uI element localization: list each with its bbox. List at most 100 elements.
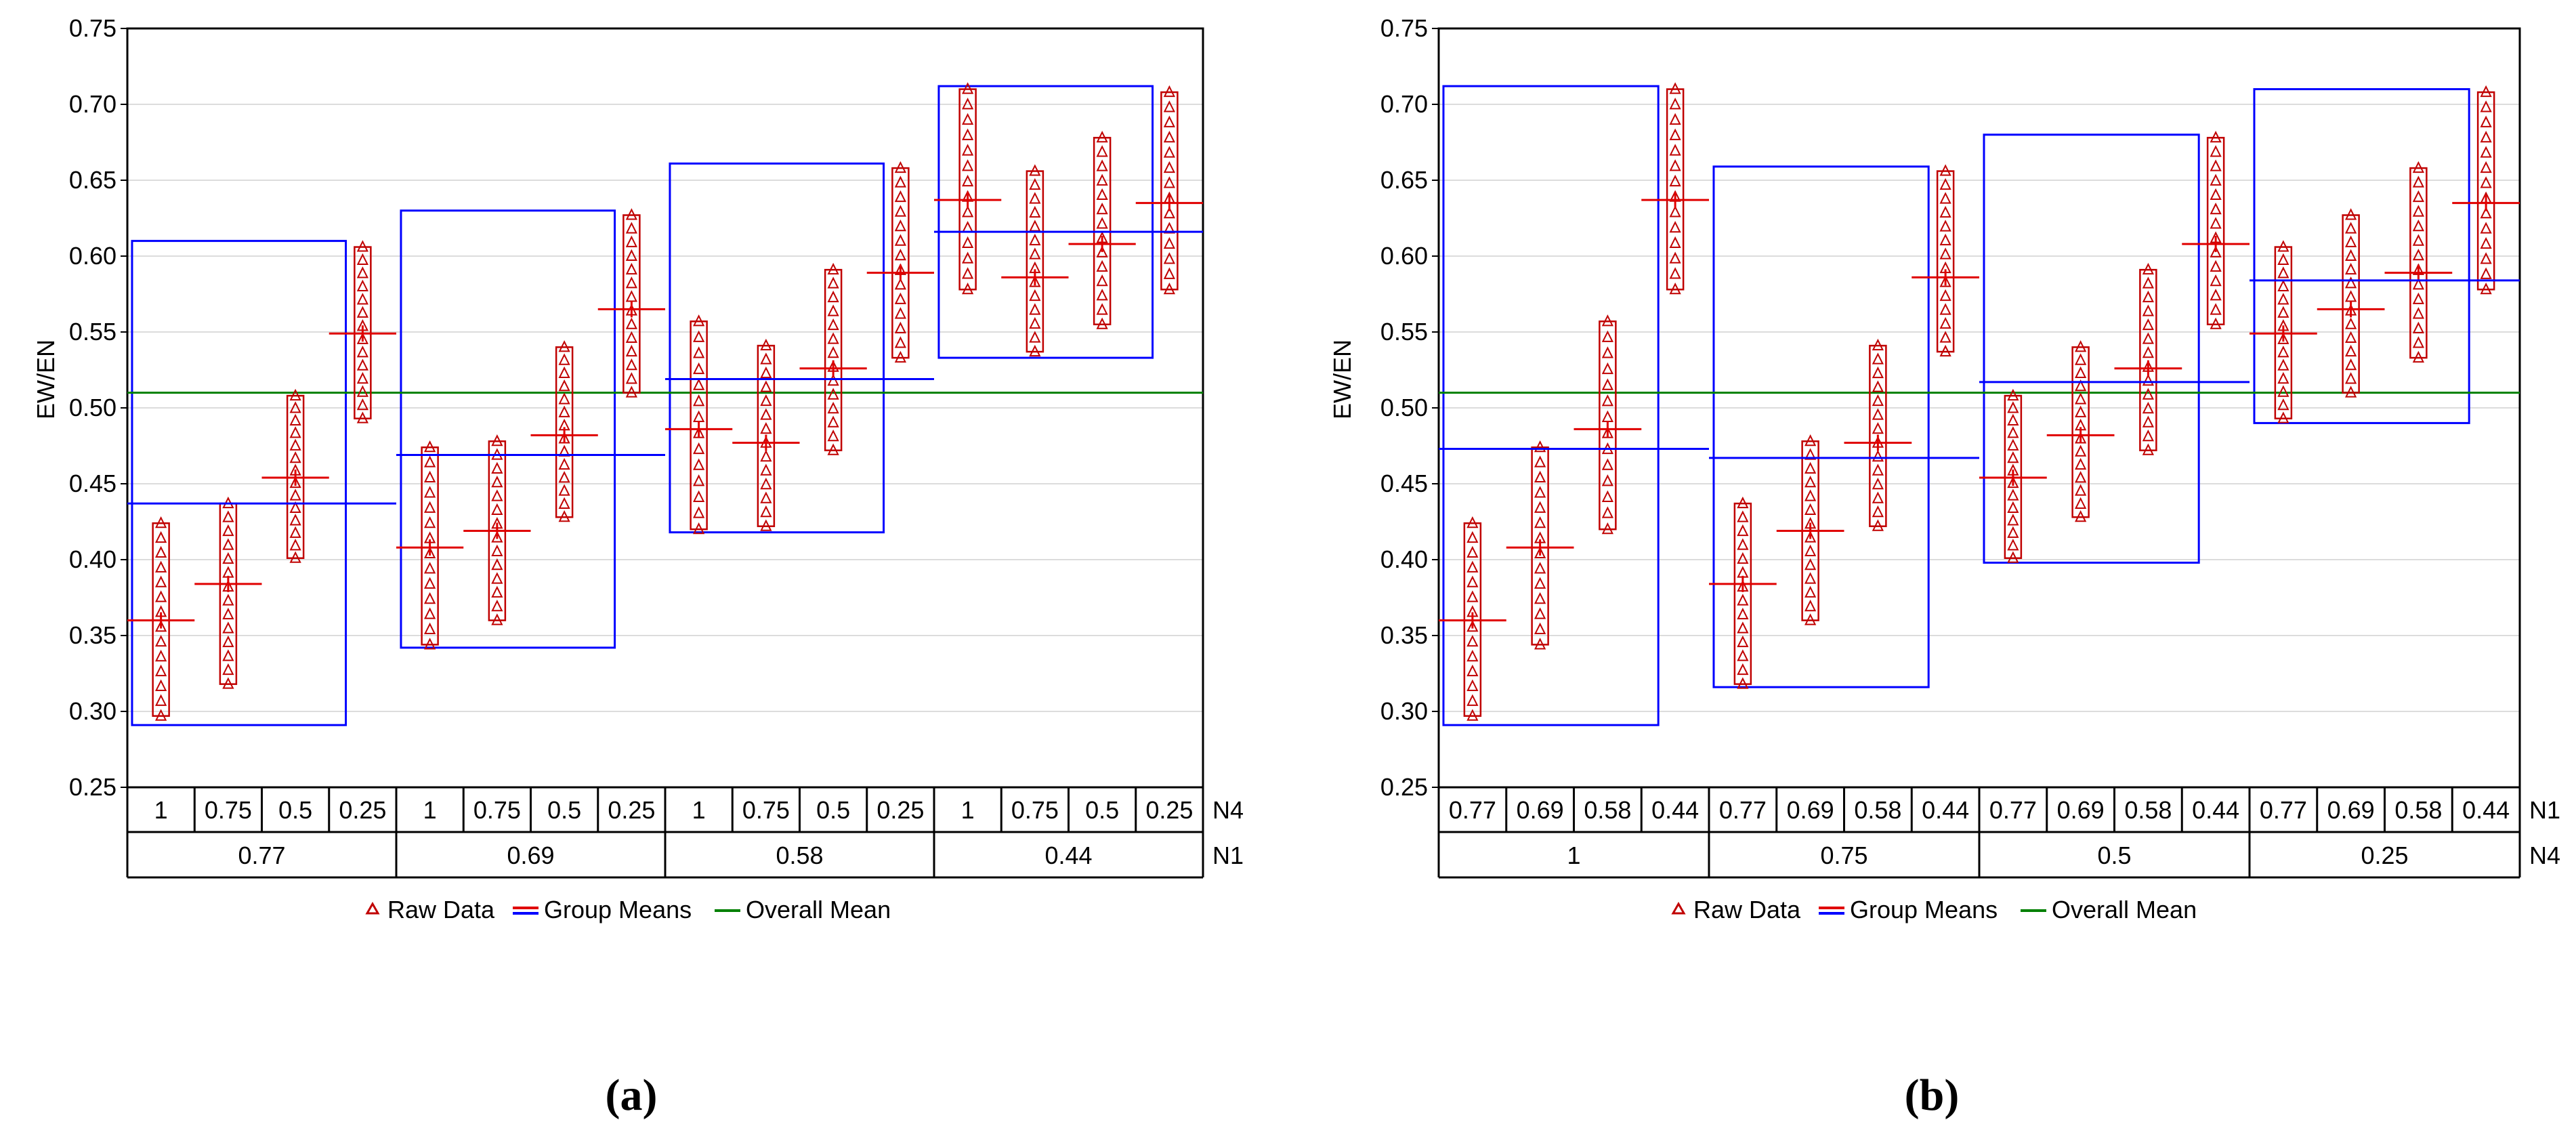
inner-factor-label: 0.5 [278, 796, 312, 824]
raw-data-range [2071, 346, 2090, 518]
raw-data-point [1029, 178, 1041, 190]
raw-data-point [2075, 444, 2087, 457]
raw-data-range [2139, 268, 2157, 451]
raw-data-point [1466, 531, 1479, 543]
raw-data-point [1466, 575, 1479, 587]
raw-data-point [356, 279, 368, 291]
cell [2384, 161, 2453, 363]
group-box [1983, 133, 2200, 564]
raw-data-point [1029, 344, 1041, 357]
legend: Raw Data Group Means Overall Mean [365, 896, 891, 923]
raw-data-point [424, 638, 436, 650]
raw-data-point [693, 394, 705, 407]
cell [597, 208, 665, 398]
raw-data-point [491, 558, 503, 570]
y-tick-label: 0.55 [1380, 318, 1428, 346]
raw-data-point [2345, 276, 2357, 289]
raw-data-point [2142, 276, 2154, 289]
raw-data-point [1737, 607, 1749, 620]
raw-data-point [1872, 394, 1884, 407]
raw-data-point [2480, 236, 2492, 249]
raw-data-point [693, 442, 705, 455]
raw-data-point [2412, 307, 2424, 319]
raw-data-point [962, 174, 974, 187]
raw-data-point [424, 516, 436, 528]
raw-data-point [1601, 506, 1613, 518]
inner-factor-label: 1 [692, 796, 706, 824]
raw-data-point [962, 221, 974, 233]
raw-data-point [155, 575, 167, 587]
cell [261, 388, 329, 563]
raw-data-point [424, 562, 436, 574]
raw-data-point [2007, 476, 2019, 489]
y-tick-label: 0.70 [69, 90, 117, 118]
cell [1068, 131, 1136, 329]
raw-data-point [222, 677, 234, 689]
raw-data-point [1163, 115, 1175, 127]
raw-data-range [1666, 88, 1685, 291]
raw-data-point [1029, 275, 1041, 287]
y-tick-label: 0.30 [69, 697, 117, 725]
raw-data-point [827, 429, 839, 442]
raw-data-point [693, 362, 705, 375]
cell [1709, 496, 1777, 689]
raw-data-point [558, 457, 570, 470]
raw-data-range [824, 268, 843, 451]
raw-data-point [2345, 372, 2357, 384]
cell [1574, 314, 1642, 535]
outer-factor-label: 0.44 [1044, 841, 1092, 869]
raw-data-point [1096, 188, 1108, 201]
raw-data-point [222, 663, 234, 676]
raw-data-point [491, 585, 503, 598]
raw-data-point [222, 538, 234, 550]
y-tick-label: 0.25 [69, 773, 117, 801]
raw-data-point [2007, 413, 2019, 425]
raw-data-point [693, 490, 705, 502]
raw-data-point [1737, 663, 1749, 676]
raw-data-point [222, 649, 234, 661]
raw-data-point [1163, 252, 1175, 264]
raw-data-point [894, 321, 906, 334]
raw-data-point [356, 358, 368, 371]
raw-data-point [1939, 178, 1951, 190]
raw-data-point [491, 600, 503, 612]
raw-data-point [894, 161, 906, 173]
raw-data-point [827, 388, 839, 400]
raw-data-point [1466, 545, 1479, 558]
raw-data-point [424, 470, 436, 483]
raw-data-point [625, 317, 637, 329]
y-tick-label: 0.35 [69, 621, 117, 649]
raw-data-point [760, 380, 772, 392]
inner-factor-label: 0.69 [1787, 796, 1834, 824]
raw-data-point [2210, 145, 2222, 157]
raw-data-point [827, 346, 839, 358]
raw-data-point [1534, 546, 1546, 559]
raw-data-point [827, 401, 839, 414]
raw-data-point [424, 607, 436, 619]
raw-data-point [424, 546, 436, 559]
outer-factor-label: 0.25 [2361, 841, 2408, 869]
y-tick-label: 0.30 [1380, 697, 1428, 725]
raw-data-point [827, 304, 839, 316]
raw-data-point [2480, 131, 2492, 143]
raw-data-point [289, 551, 301, 563]
raw-data-point [962, 283, 974, 295]
group-box [1442, 85, 1660, 726]
inner-factor-label: 0.25 [1145, 796, 1193, 824]
raw-data-point [491, 572, 503, 584]
raw-data-range [757, 344, 776, 527]
raw-data-point [558, 484, 570, 496]
raw-data-point [2480, 207, 2492, 219]
outer-factor-name: N4 [2529, 841, 2560, 869]
outer-factor-label: 1 [1567, 841, 1580, 869]
raw-data-point [2480, 115, 2492, 127]
raw-data-point [2412, 234, 2424, 246]
raw-data-point [1466, 679, 1479, 691]
raw-data-point [2480, 252, 2492, 264]
raw-data-point [1804, 544, 1817, 556]
cell [2114, 262, 2182, 455]
cell [2317, 208, 2385, 398]
raw-data-point [2345, 344, 2357, 357]
raw-data-point [1669, 221, 1681, 233]
